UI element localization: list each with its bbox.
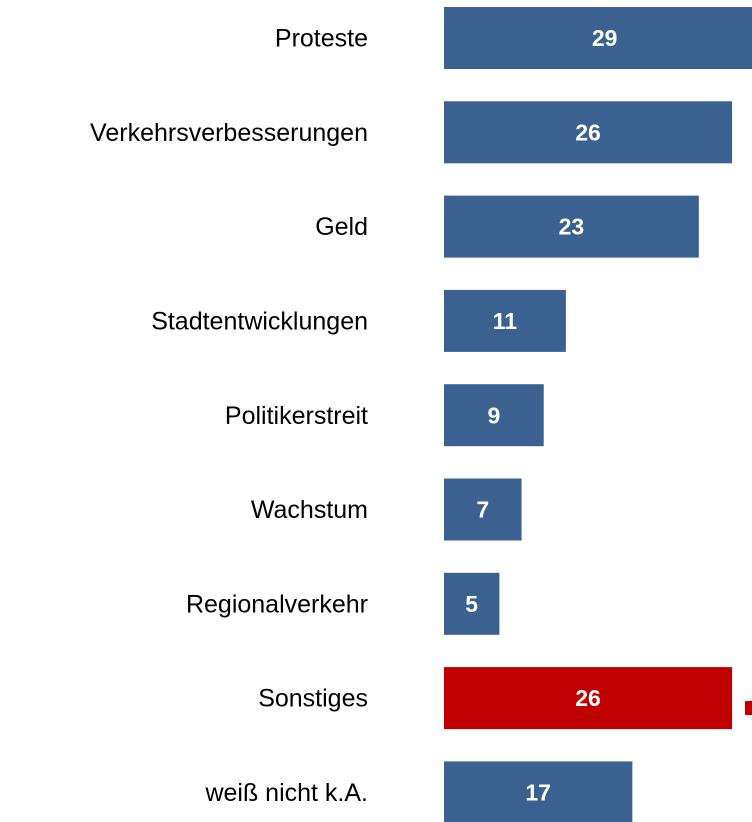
value-label: 29 (592, 25, 618, 51)
category-label: Geld (315, 213, 368, 241)
category-label: Proteste (275, 25, 368, 53)
bar (444, 195, 699, 258)
value-label: 26 (575, 119, 601, 145)
category-label: Stadtentwicklungen (151, 308, 368, 336)
bar (444, 761, 633, 822)
clipped-marker (745, 701, 752, 715)
value-label: 7 (476, 497, 489, 523)
category-label: Verkehrsverbesserungen (90, 119, 368, 147)
value-label: 5 (465, 591, 478, 617)
value-label: 11 (493, 308, 518, 334)
category-label: Sonstiges (258, 685, 368, 713)
bar (444, 7, 752, 69)
category-label: Wachstum (251, 496, 368, 524)
bar (444, 667, 733, 730)
bar (444, 384, 544, 447)
value-label: 26 (575, 685, 601, 711)
category-label: Regionalverkehr (186, 590, 368, 618)
bar (444, 478, 522, 541)
bar (444, 289, 566, 352)
value-label: 23 (559, 214, 585, 240)
bar (444, 101, 733, 164)
bar (444, 572, 500, 635)
category-label: Politikerstreit (225, 402, 368, 430)
value-label: 9 (487, 402, 500, 428)
category-label: weiß nicht k.A. (204, 779, 368, 807)
value-label: 17 (525, 779, 551, 805)
